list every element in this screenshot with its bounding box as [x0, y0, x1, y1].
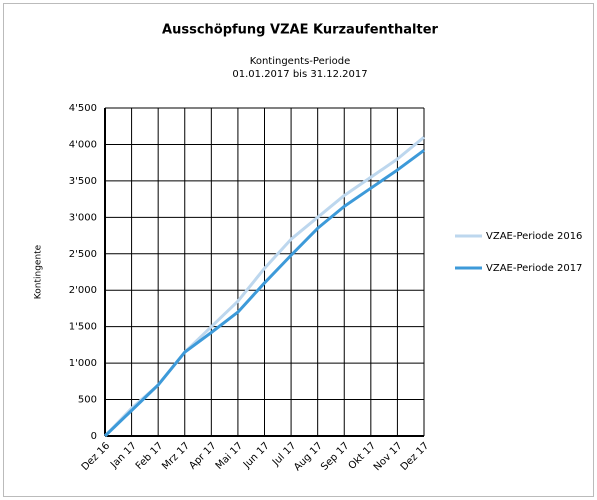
- chart-title: Ausschöpfung VZAE Kurzaufenthalter: [162, 23, 439, 38]
- y-tick-label: 500: [78, 395, 97, 406]
- y-axis-label: Kontingente: [34, 244, 44, 299]
- y-tick-label: 2'500: [69, 249, 97, 260]
- chart-subtitle: Kontingents-Periode: [250, 56, 350, 67]
- y-tick-label: 0: [91, 431, 97, 442]
- y-tick-label: 3'000: [69, 212, 97, 223]
- chart-subtitle: 01.01.2017 bis 31.12.2017: [232, 69, 367, 80]
- y-tick-label: 3'500: [69, 176, 97, 187]
- y-tick-label: 4'000: [69, 139, 97, 150]
- chart-border: [3, 3, 594, 497]
- series-line: [103, 149, 425, 438]
- y-tick-label: 2'000: [69, 285, 97, 296]
- y-tick-label: 1'000: [69, 358, 97, 369]
- y-tick-label: 1'500: [69, 322, 97, 333]
- y-tick-label: 4'500: [69, 103, 97, 114]
- legend-label: VZAE-Periode 2017: [486, 263, 582, 274]
- legend-label: VZAE-Periode 2016: [486, 231, 582, 242]
